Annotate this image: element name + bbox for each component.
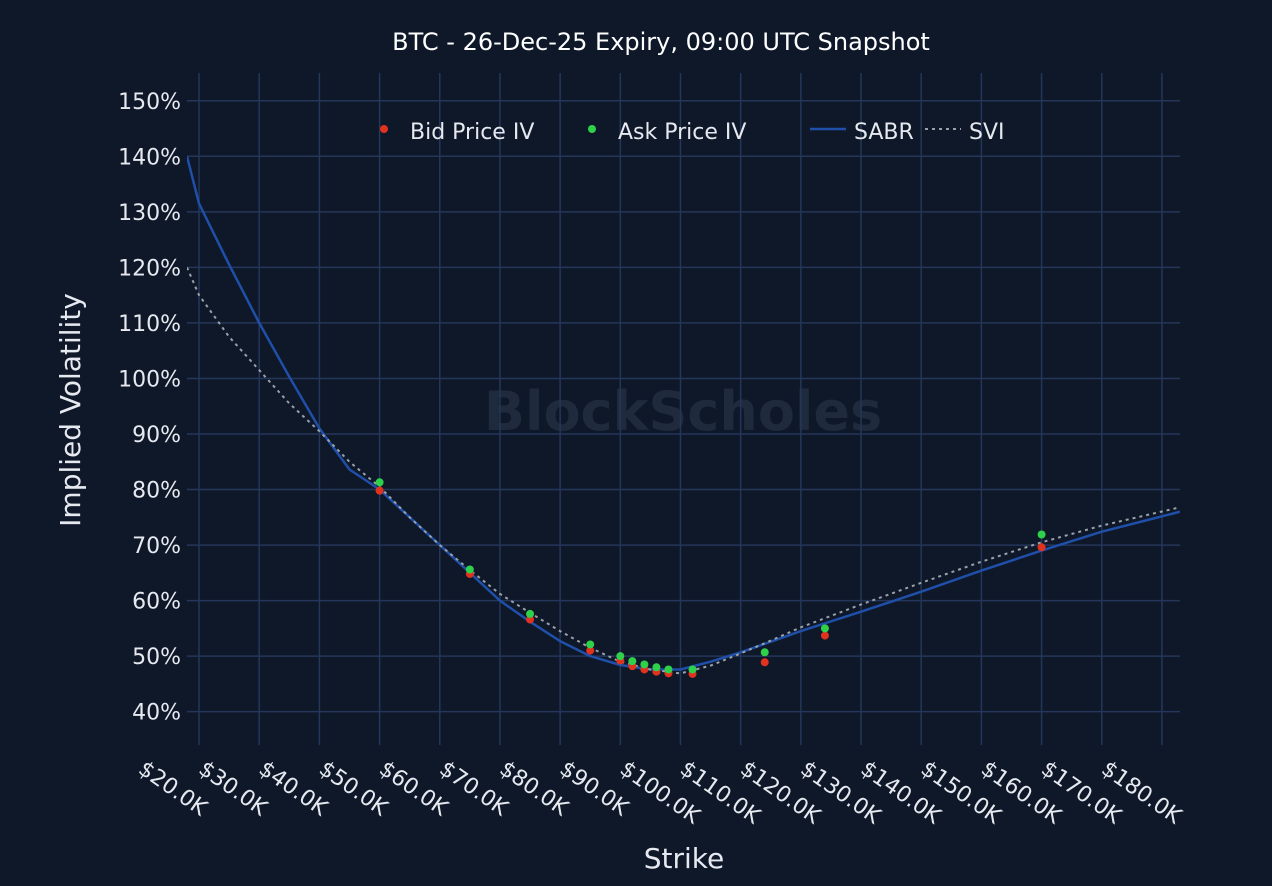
y-tick-label: 90% [132, 423, 181, 448]
y-tick-label: 140% [118, 145, 181, 170]
x-axis-label: Strike [644, 842, 725, 875]
ask-price-iv-point [586, 640, 595, 649]
y-tick-label: 70% [132, 534, 181, 559]
x-axis-ticks: $20.0K$30.0K$40.0K$50.0K$60.0K$70.0K$80.… [134, 756, 1187, 829]
series-sabr-line [187, 155, 1180, 671]
chart-title: BTC - 26-Dec-25 Expiry, 09:00 UTC Snapsh… [392, 28, 930, 56]
ask-price-iv-point [652, 663, 661, 672]
series-svi-line [187, 267, 1180, 675]
legend-label-bid-price-iv: Bid Price IV [410, 120, 534, 145]
y-tick-label: 120% [118, 256, 181, 281]
y-tick-label: 60% [132, 590, 181, 615]
series-ask-price-iv [375, 478, 1046, 674]
legend-marker-ask-price-iv [588, 125, 596, 133]
ask-price-iv-point [820, 624, 829, 633]
y-tick-label: 110% [118, 312, 181, 337]
legend-label-sabr: SABR [854, 120, 914, 145]
ask-price-iv-point [375, 478, 384, 487]
ask-price-iv-point [628, 657, 637, 666]
ask-price-iv-point [465, 565, 474, 574]
y-tick-label: 100% [118, 367, 181, 392]
ask-price-iv-point [616, 652, 625, 661]
ask-price-iv-point [664, 665, 673, 674]
ask-price-iv-point [640, 660, 649, 669]
grid [187, 73, 1180, 745]
bid-price-iv-point [1037, 543, 1046, 552]
bid-price-iv-point [586, 646, 595, 655]
legend-marker-bid-price-iv [380, 125, 388, 133]
legend-label-svi: SVI [969, 120, 1005, 145]
bid-price-iv-point [760, 658, 769, 667]
ask-price-iv-point [688, 665, 697, 674]
y-tick-label: 130% [118, 201, 181, 226]
y-axis-ticks: 40% 50% 60% 70% 80% 90% 100% 110% 120% 130% 140% 15… [118, 90, 181, 726]
bid-price-iv-point [820, 631, 829, 640]
y-axis-label: Implied Volatility [54, 293, 87, 527]
legend: Bid Price IV Ask Price IV SABR SVI [380, 120, 1005, 145]
y-tick-label: 150% [118, 90, 181, 115]
y-tick-label: 40% [132, 701, 181, 726]
ask-price-iv-point [1037, 530, 1046, 539]
bid-price-iv-point [526, 615, 535, 624]
legend-label-ask-price-iv: Ask Price IV [618, 120, 746, 145]
ask-price-iv-point [526, 609, 535, 618]
plot-area [187, 155, 1180, 678]
watermark: BlockScholes [484, 380, 882, 443]
y-tick-label: 80% [132, 479, 181, 504]
bid-price-iv-point [375, 486, 384, 495]
ask-price-iv-point [760, 648, 769, 657]
y-tick-label: 50% [132, 645, 181, 670]
